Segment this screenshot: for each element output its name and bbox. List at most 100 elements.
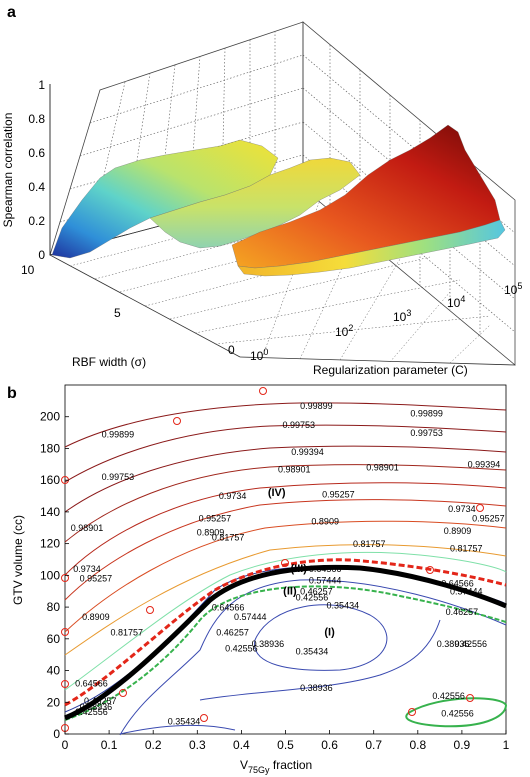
panel-b: b	[7, 384, 510, 775]
contour-0.9734	[64, 482, 507, 576]
y-tick-label: 20	[47, 695, 61, 709]
x-tick-4: 105	[504, 281, 522, 297]
x-tick-label: 0.4	[233, 738, 250, 752]
y-tick-label: 60	[47, 632, 61, 646]
y-tick-label: 100	[40, 568, 60, 582]
contour-level-label: 0.64566	[75, 678, 108, 688]
contour-level-label: 0.9734	[73, 564, 101, 574]
sample-point	[146, 606, 154, 614]
b-x-axis-label: V75Gy fraction	[240, 758, 312, 775]
x-tick-0: 100	[250, 347, 268, 363]
b-y-axis: 0 20 40 60 80 100 120 140 160 180 200	[40, 410, 69, 741]
contour-level-label: 0.38936	[252, 639, 285, 649]
sample-point	[173, 417, 181, 425]
contour-level-label: 0.99899	[410, 409, 443, 419]
x-axis-label: Regularization parameter (C)	[313, 363, 468, 377]
y-tick-2: 0	[228, 343, 235, 357]
contour-level-label: 0.9734	[219, 491, 247, 501]
contour-level-label: 0.42556	[441, 709, 474, 719]
panel-a: a	[1, 4, 522, 377]
contour-level-label: 0.46257	[216, 628, 249, 638]
z-axis-label: Spearman correlation	[1, 113, 15, 228]
x-tick-label: 0.5	[277, 738, 294, 752]
y-tick-1: 5	[114, 306, 121, 320]
contour-level-label: 0.42556	[225, 644, 258, 654]
contour-level-label: 0.81757	[450, 544, 483, 554]
y-tick-label: 160	[40, 473, 60, 487]
sample-point	[466, 694, 474, 702]
contour-level-label: 0.38936	[437, 639, 470, 649]
y-tick-label: 120	[40, 537, 60, 551]
contour-level-label: 0.64566	[309, 564, 342, 574]
x-tick-label: 0.7	[365, 738, 382, 752]
contour-0.42556-island	[405, 697, 508, 728]
contour-level-label: 0.42556	[432, 691, 465, 701]
contour-0.38936-b	[199, 619, 441, 701]
contour-level-label: 0.8909	[311, 517, 339, 527]
x-tick-label: 0.1	[101, 738, 118, 752]
z-axis: 0 0.2 0.4 0.6 0.8 1 Spearman correlation	[1, 78, 51, 262]
contour-level-label: 0.99394	[291, 447, 324, 457]
y-tick-label: 200	[40, 410, 60, 424]
contour-0.42556-green	[64, 585, 507, 721]
x-axis: 100 102 103 104 105 Regularization param…	[250, 281, 522, 377]
contour-0.35434-inner	[254, 604, 388, 671]
contour-level-label: 0.98901	[366, 463, 399, 473]
y-tick-label: 140	[40, 505, 60, 519]
region-labels: (I) (II) (III) (IV)	[268, 487, 335, 639]
z-tick-0: 0	[38, 248, 45, 262]
contour-level-label: 0.99753	[282, 420, 315, 430]
contour-0.99899-a	[64, 402, 507, 448]
surface	[51, 124, 506, 277]
contour-level-label: 0.64566	[212, 602, 245, 612]
sample-point	[281, 559, 289, 567]
y-axis: 10 5 0 RBF width (σ)	[21, 263, 235, 369]
b-y-axis-label: GTV volume (cc)	[11, 515, 25, 605]
x-tick-3: 104	[447, 294, 465, 310]
sample-point	[200, 714, 208, 722]
y-tick-0: 10	[21, 263, 35, 277]
sample-point	[408, 708, 416, 716]
sample-point	[119, 689, 127, 697]
region-label: (I)	[324, 627, 335, 639]
z-tick-2: 0.4	[28, 180, 45, 194]
sample-point	[61, 574, 69, 582]
contour-level-label: 0.64566	[441, 578, 474, 588]
contour-level-label: 0.57444	[309, 575, 342, 585]
contour-level-label: 0.42556	[296, 593, 329, 603]
contour-0.35434-low	[119, 724, 236, 735]
sample-point	[476, 504, 484, 512]
contour-level-label: 0.95257	[80, 574, 113, 584]
x-tick-label: 0.9	[454, 738, 471, 752]
contour-level-label: 0.99394	[468, 459, 501, 469]
z-tick-3: 0.6	[28, 146, 45, 160]
surface-front-edge	[237, 219, 506, 277]
contour-level-label: 0.99899	[300, 401, 333, 411]
contour-level-label: 0.81757	[110, 628, 143, 638]
contour-0.99394	[64, 445, 507, 513]
surface-left-lobe	[51, 139, 279, 259]
region-label: (IV)	[268, 487, 286, 499]
contour-level-label: 0.81757	[212, 532, 245, 542]
panel-a-tag: a	[7, 4, 16, 21]
z-tick-1: 0.2	[28, 214, 45, 228]
contour-0.99753	[64, 424, 507, 483]
contour-level-label: 0.38936	[300, 683, 333, 693]
contour-level-label: 0.98901	[71, 523, 104, 533]
sample-point	[61, 628, 69, 636]
x-tick-label: 0	[62, 738, 69, 752]
contour-level-label: 0.81757	[353, 539, 386, 549]
y-axis-label: RBF width (σ)	[72, 355, 146, 369]
x-tick-label: 1	[503, 738, 510, 752]
contour-level-label: 0.46257	[300, 586, 333, 596]
contour-level-label: 0.99899	[102, 429, 135, 439]
contour-level-label: 0.35434	[327, 601, 360, 611]
contour-level-label: 0.99753	[410, 428, 443, 438]
contour-0.81757	[64, 544, 507, 656]
y-tick-label: 180	[40, 441, 60, 455]
contour-level-label: 0.8909	[197, 528, 225, 538]
x-tick-2: 103	[393, 308, 411, 324]
z-tick-5: 1	[38, 78, 45, 92]
sample-point	[259, 387, 267, 395]
contour-level-label: 0.42556	[454, 639, 487, 649]
